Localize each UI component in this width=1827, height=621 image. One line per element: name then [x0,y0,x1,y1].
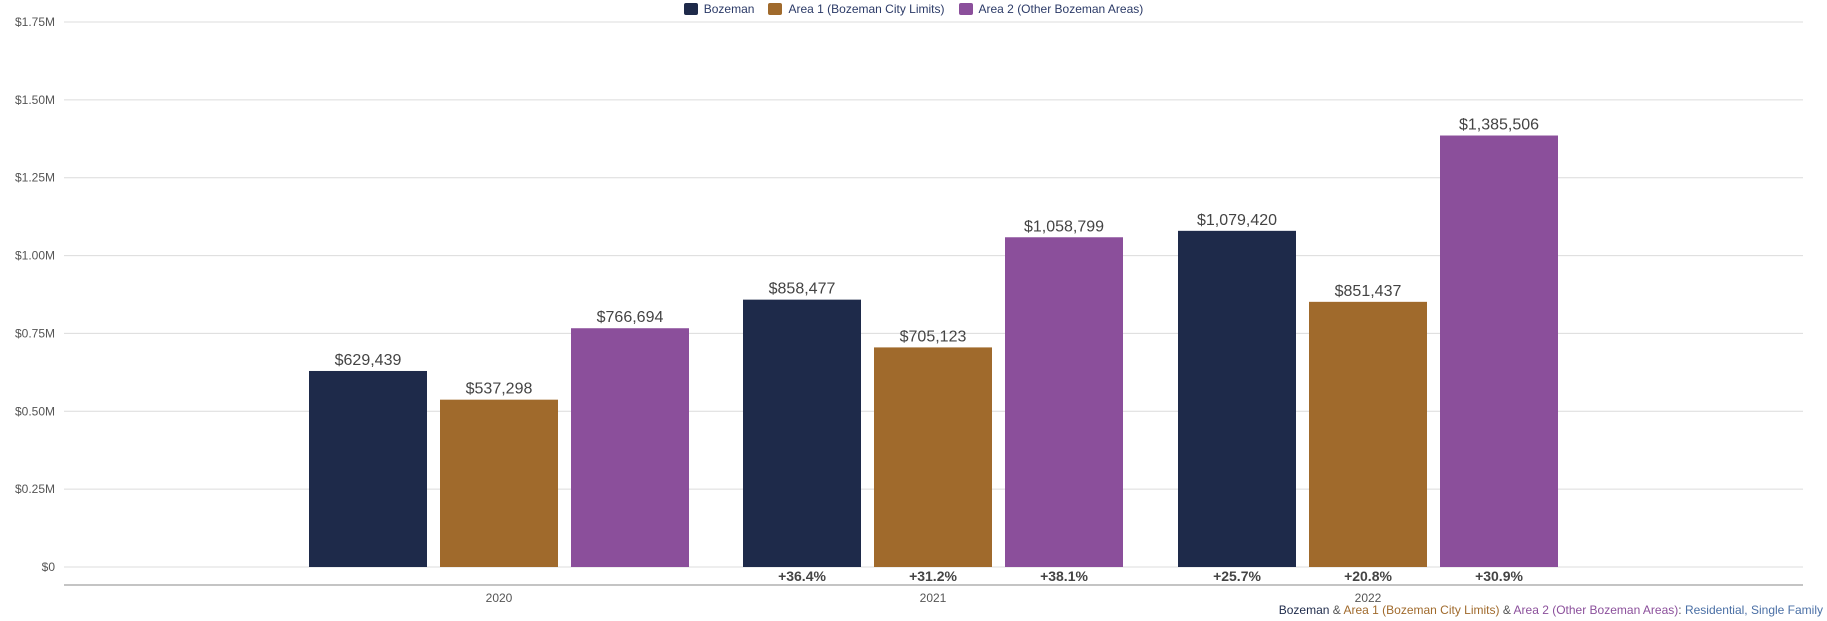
x-tick-label: 2020 [486,591,513,605]
bar-change-label: +31.2% [909,568,957,584]
bar [1178,230,1296,567]
caption-area-1: Area 1 (Bozeman City Limits) [1343,603,1500,617]
y-tick-label: $1.25M [15,171,55,185]
bar-value-label: $705,123 [900,328,967,345]
x-tick-label: 2022 [1355,591,1382,605]
bar-value-label: $1,079,420 [1197,212,1277,229]
legend-item-area-1[interactable]: Area 1 (Bozeman City Limits) [768,2,945,16]
y-tick-label: $0 [42,560,56,574]
bar-change-label: +30.9% [1475,568,1523,584]
bar-change-label: +36.4% [778,568,826,584]
bar [1440,135,1558,567]
legend: Bozeman Area 1 (Bozeman City Limits) Are… [0,2,1827,16]
y-tick-label: $0.75M [15,326,55,340]
bar [571,328,689,567]
bar-value-label: $766,694 [597,309,664,326]
bar [309,370,427,567]
caption-separator: : [1678,603,1685,617]
bar-value-label: $851,437 [1335,283,1402,300]
bar-value-label: $537,298 [466,381,533,398]
bar-change-label: +25.7% [1213,568,1261,584]
legend-label-area-1: Area 1 (Bozeman City Limits) [788,2,945,16]
bar-value-label: $1,058,799 [1024,218,1104,235]
bar [440,399,558,567]
y-tick-label: $1.00M [15,249,55,263]
legend-label-area-2: Area 2 (Other Bozeman Areas) [978,2,1144,16]
legend-swatch-area-2 [958,3,973,15]
caption-property-type: Residential, Single Family [1684,603,1823,617]
legend-item-bozeman[interactable]: Bozeman [683,2,755,16]
caption-separator: & [1329,603,1344,617]
legend-swatch-bozeman [683,3,698,15]
caption-separator: & [1499,603,1514,617]
chart-caption: Bozeman & Area 1 (Bozeman City Limits) &… [1279,603,1823,617]
bar-change-label: +20.8% [1344,568,1392,584]
bar [743,299,861,567]
y-tick-label: $1.75M [15,15,55,29]
x-tick-label: 2021 [920,591,947,605]
legend-item-area-2[interactable]: Area 2 (Other Bozeman Areas) [958,2,1144,16]
caption-area-2: Area 2 (Other Bozeman Areas) [1513,603,1679,617]
y-tick-label: $1.50M [15,93,55,107]
legend-swatch-area-1 [768,3,783,15]
bar [1309,301,1427,567]
y-tick-label: $0.25M [15,482,55,496]
legend-label-bozeman: Bozeman [703,2,755,16]
bar-value-label: $629,439 [335,352,402,369]
bar-value-label: $1,385,506 [1459,117,1539,134]
bar [874,347,992,567]
bar-change-label: +38.1% [1040,568,1088,584]
bar-value-label: $858,477 [769,281,836,298]
caption-bozeman: Bozeman [1278,603,1330,617]
bar [1005,237,1123,567]
y-tick-label: $0.50M [15,404,55,418]
